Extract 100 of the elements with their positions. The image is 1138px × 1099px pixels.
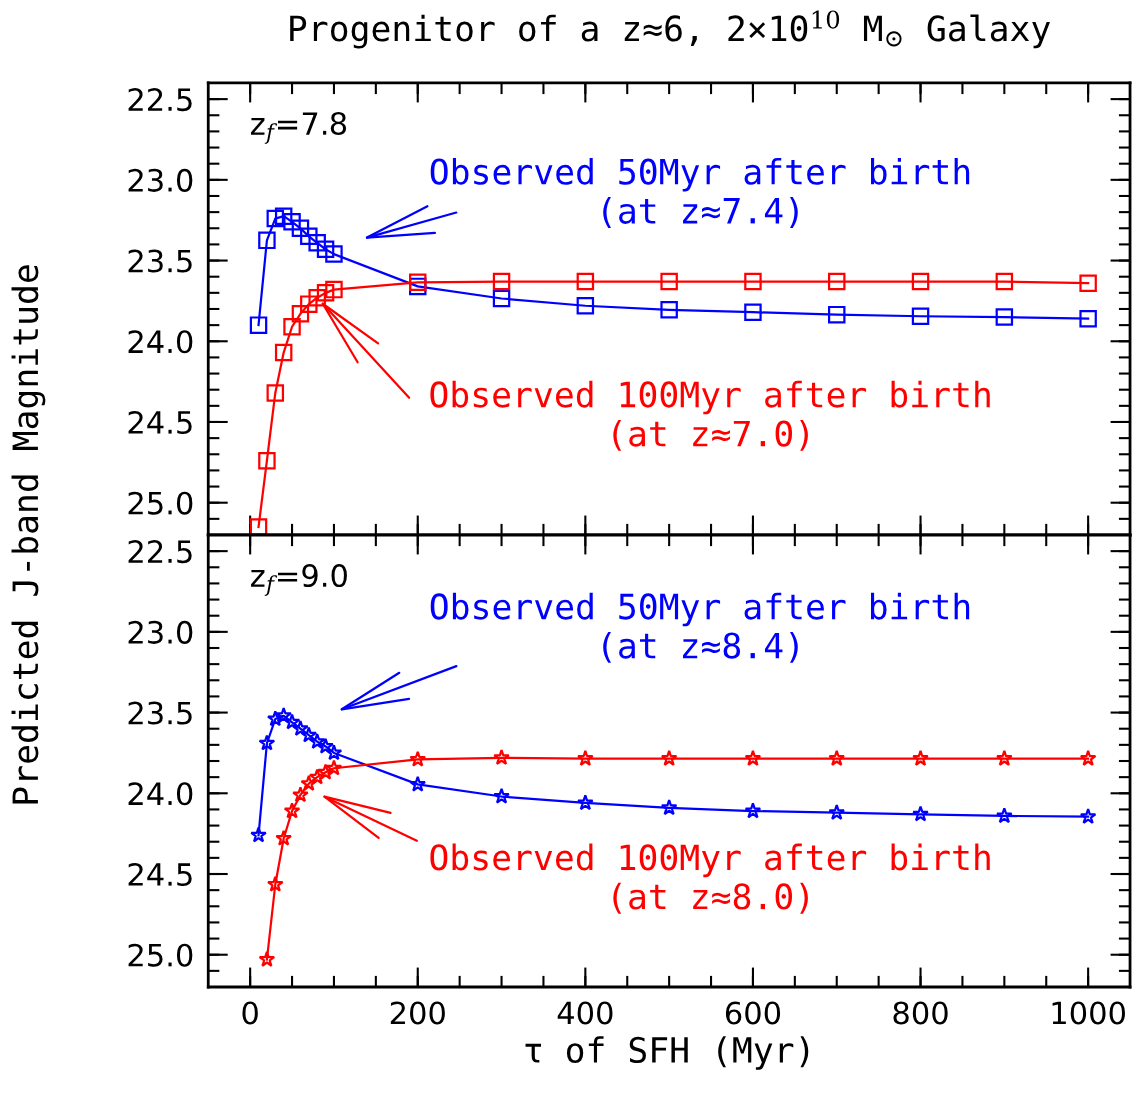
point (660, 799, 678, 816)
point (409, 273, 427, 292)
point (258, 231, 276, 250)
point (274, 343, 293, 362)
point (308, 234, 326, 252)
point (258, 734, 276, 751)
x-tick-label: 800 (893, 1001, 948, 1025)
chart-title: Progenitor of a z≈6, 2×10$^{10}$ M$_{⊙}$ Galaxy (290, 10, 1050, 49)
y-tick-label: 24.0 (128, 330, 193, 354)
point (409, 775, 427, 792)
point (283, 317, 301, 336)
point (827, 272, 846, 291)
x-tick-label: 600 (725, 1001, 781, 1025)
point (283, 213, 301, 231)
point (325, 280, 343, 299)
point (258, 950, 276, 967)
point (744, 303, 762, 321)
point (744, 802, 762, 819)
point (409, 750, 427, 767)
annotation: Observed 100Myr after birth (at z≈8.0) (430, 843, 990, 914)
point (317, 737, 334, 754)
point (744, 272, 762, 291)
y-tick-label: 23.0 (128, 620, 193, 644)
y-tick-label: 23.5 (128, 249, 192, 273)
point (266, 384, 285, 402)
point (316, 284, 335, 302)
point (828, 749, 846, 766)
point (493, 749, 510, 766)
point (493, 787, 510, 804)
point (274, 207, 293, 225)
point (911, 272, 930, 291)
point (291, 219, 310, 238)
x-tick-label: 400 (557, 1001, 613, 1025)
annotation: z$_{f}$=7.8 (251, 111, 347, 144)
y-tick-label: 24.5 (128, 862, 192, 887)
point (308, 768, 326, 785)
x-tick-label: 1000 (1052, 1001, 1125, 1025)
point (283, 713, 301, 730)
point (492, 289, 511, 308)
point (911, 307, 930, 325)
y-tick-label: 25.0 (128, 943, 193, 967)
point (912, 749, 929, 766)
point (576, 297, 595, 315)
point (300, 774, 318, 791)
annotation: z$_{f}$=9.0 (251, 564, 347, 596)
point (1079, 274, 1097, 292)
point (325, 245, 343, 263)
y-tick-label: 24.0 (128, 782, 193, 806)
x-tick-label: 200 (390, 1001, 445, 1025)
point (325, 759, 343, 776)
y-tick-label: 23.5 (128, 701, 192, 725)
point (292, 786, 309, 803)
point (1079, 749, 1097, 766)
x-axis-title: τ of SFH (Myr) (525, 1036, 809, 1070)
point (660, 272, 678, 291)
point (275, 707, 293, 724)
point (995, 749, 1013, 766)
annotation: Observed 50Myr after birth (at z≈7.4) (430, 157, 970, 228)
point (300, 726, 318, 743)
y-tick-label: 22.5 (128, 88, 192, 112)
point (250, 826, 267, 843)
annotation: Observed 50Myr after birth (at z≈8.4) (430, 592, 970, 663)
y-tick-label: 23.0 (128, 168, 193, 192)
point (300, 227, 318, 246)
point (1079, 807, 1097, 824)
point (576, 749, 594, 766)
point (292, 719, 309, 737)
point (1079, 309, 1097, 328)
point (300, 295, 318, 313)
point (995, 308, 1014, 326)
point (308, 288, 326, 307)
point (660, 301, 678, 319)
point (828, 803, 846, 820)
point (660, 749, 678, 766)
annotation: Observed 100Myr after birth (at z≈7.0) (430, 380, 990, 451)
y-tick-label: 24.5 (128, 410, 192, 435)
point (744, 749, 762, 766)
point (576, 272, 595, 291)
y-tick-label: 22.5 (128, 540, 192, 564)
point (258, 451, 276, 470)
y-axis-title: Predicted J-band Magnitude (11, 265, 46, 804)
point (912, 805, 929, 822)
point (995, 272, 1014, 291)
y-tick-label: 25.0 (128, 491, 193, 515)
point (995, 807, 1013, 824)
point (325, 744, 343, 761)
point (291, 305, 310, 323)
point (576, 794, 594, 811)
point (317, 763, 334, 780)
x-tick-label: 0 (242, 1001, 258, 1025)
point (308, 732, 326, 749)
point (266, 710, 284, 727)
point (266, 875, 284, 892)
point (275, 829, 293, 846)
point (249, 316, 268, 334)
point (316, 240, 335, 258)
point (827, 305, 846, 324)
point (492, 272, 511, 291)
point (266, 209, 285, 228)
point (283, 802, 301, 819)
